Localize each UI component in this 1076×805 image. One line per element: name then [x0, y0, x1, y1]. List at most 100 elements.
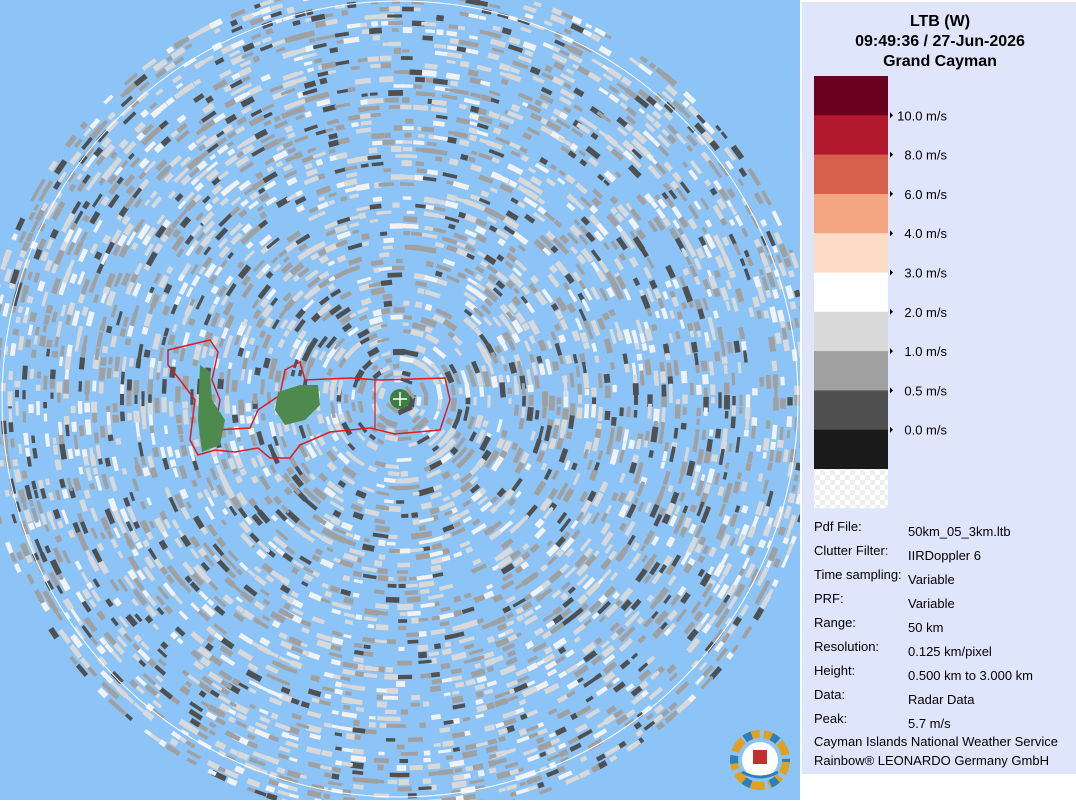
echo-cell [8, 391, 13, 406]
echo-cell [387, 14, 402, 17]
echo-cell [411, 617, 419, 623]
echo-cell [402, 126, 413, 130]
echo-cell [647, 404, 651, 419]
echo-cell [106, 406, 110, 412]
echo-cell [403, 224, 419, 229]
echo-cell [108, 435, 114, 442]
echo-cell [397, 563, 410, 568]
info-label: PRF: [814, 591, 844, 606]
echo-cell [388, 42, 401, 47]
echo-cell [577, 384, 582, 395]
echo-cell [605, 386, 611, 398]
echo-cell [718, 392, 721, 408]
echo-cell [668, 376, 674, 384]
echo-cell [391, 146, 402, 152]
echo-cell [120, 412, 125, 422]
echo-cell [392, 266, 404, 271]
echo-cell [84, 403, 90, 413]
echo-cell [436, 15, 444, 21]
echo-cell [384, 168, 392, 172]
echo-cell [398, 647, 404, 651]
info-value: Radar Data [908, 692, 975, 707]
echo-cell [562, 408, 569, 421]
echo-cell [591, 387, 597, 396]
echo-cell [423, 778, 432, 784]
echo-cell [402, 70, 410, 74]
echo-cell [402, 322, 408, 326]
echo-cell [633, 374, 638, 384]
echo-cell [346, 733, 355, 740]
echo-cell [162, 379, 167, 394]
echo-cell [406, 632, 419, 637]
echo-cell [696, 419, 700, 425]
legend-label: 1.0 m/s [904, 344, 947, 359]
echo-cell [397, 745, 405, 750]
echo-cell [91, 402, 97, 413]
echo-cell [225, 396, 229, 402]
echo-cell [360, 23, 367, 28]
echo-cell [369, 722, 376, 728]
echo-cell [133, 380, 139, 395]
echo-cell [1, 421, 7, 435]
echo-cell [578, 395, 582, 404]
echo-cell [389, 105, 402, 109]
echo-cell [413, 140, 424, 145]
echo-cell [611, 417, 617, 426]
echo-cell [396, 259, 403, 263]
echo-cell [78, 381, 82, 392]
info-value: IIRDoppler 6 [908, 548, 981, 563]
echo-cell [653, 409, 660, 423]
echo-cell [373, 197, 382, 203]
echo-cell [22, 390, 25, 399]
echo-cell [786, 416, 792, 427]
echo-cell [403, 231, 410, 235]
echo-cell [411, 695, 420, 701]
info-label: Data: [814, 687, 845, 702]
echo-cell [175, 386, 181, 402]
echo-cell [424, 750, 431, 755]
echo-cell [113, 403, 118, 412]
echo-cell [374, 793, 389, 798]
echo-cell [418, 652, 427, 659]
echo-cell [397, 773, 409, 777]
echo-cell [64, 416, 70, 425]
echo-cell [400, 612, 407, 616]
echo-cell [423, 758, 431, 763]
legend-swatch [814, 390, 888, 430]
echo-cell [391, 174, 404, 180]
echo-cell [398, 619, 407, 623]
echo-cell [711, 397, 715, 403]
echo-cell [398, 576, 406, 581]
legend-swatch [814, 155, 888, 195]
echo-cell [401, 471, 408, 477]
echo-cell [407, 211, 415, 214]
echo-cell [71, 406, 76, 413]
echo-cell [403, 301, 409, 306]
echo-cell [127, 379, 132, 390]
echo-cell [405, 118, 413, 123]
echo-cell [387, 724, 400, 728]
echo-cell [682, 395, 687, 404]
echo-cell [149, 426, 154, 433]
echo-cell [378, 540, 386, 547]
echo-cell [410, 702, 419, 706]
echo-cell [44, 414, 48, 422]
echo-cell [419, 722, 426, 728]
echo-cell [14, 381, 20, 388]
echo-cell [217, 379, 224, 389]
echo-cell [50, 393, 53, 399]
datetime: 09:49:36 / 27-Jun-2026 [855, 33, 1025, 50]
echo-cell [434, 643, 441, 649]
echo-cell [696, 408, 701, 416]
station-title: LTB (W) [910, 13, 970, 30]
legend-swatch-nodata [814, 469, 888, 508]
echo-cell [176, 414, 182, 423]
echo-cell [378, 752, 384, 756]
echo-cell [766, 375, 771, 389]
echo-cell [383, 696, 398, 700]
echo-cell [394, 125, 403, 131]
echo-cell [507, 388, 512, 394]
echo-cell [411, 512, 418, 518]
echo-cell [413, 105, 428, 111]
echo-cell [675, 404, 681, 418]
